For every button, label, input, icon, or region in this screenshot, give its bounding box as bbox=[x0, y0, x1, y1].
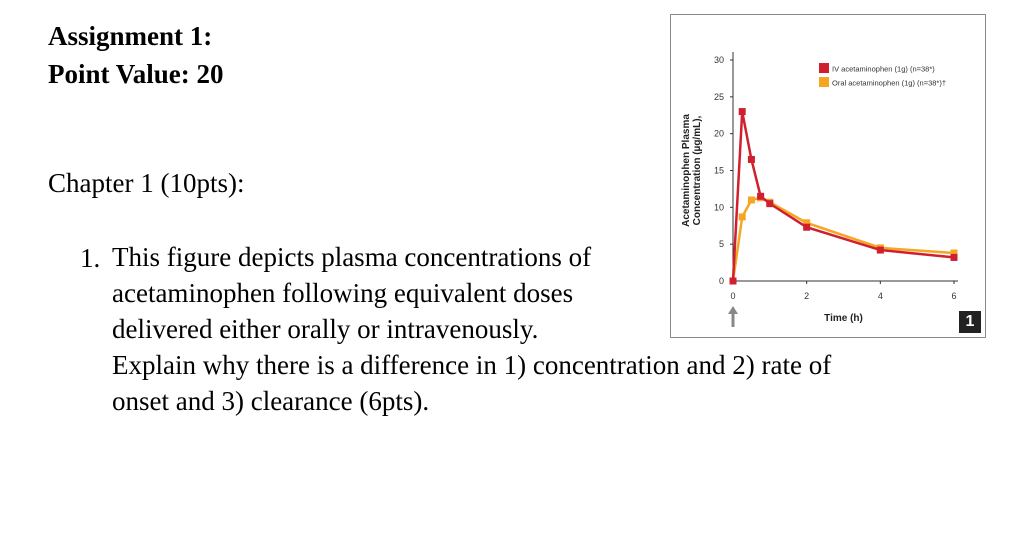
x-tick-label: 2 bbox=[804, 291, 809, 301]
pharmacokinetic-figure: 0 5 10 15 20 25 30 0 2 4 6 Time (h) Acetaminophen Pl… bbox=[670, 14, 986, 338]
data-point bbox=[747, 196, 755, 204]
y-tick-label: 25 bbox=[714, 92, 724, 102]
assignment-title: Assignment 1: bbox=[48, 21, 213, 51]
x-tick-label: 6 bbox=[951, 291, 956, 301]
data-point bbox=[950, 253, 958, 261]
data-point bbox=[738, 213, 746, 221]
y-tick-label: 30 bbox=[714, 55, 724, 65]
legend-swatch bbox=[819, 63, 829, 73]
y-tick-label: 10 bbox=[714, 202, 724, 212]
y-axis-label: Acetaminophen Plasma bbox=[681, 114, 692, 227]
figure-number-badge: 1 bbox=[959, 311, 981, 333]
series-line bbox=[731, 111, 955, 282]
data-point bbox=[757, 192, 765, 200]
question-line: This figure depicts plasma concentration… bbox=[112, 242, 592, 272]
up-arrow-icon bbox=[728, 306, 738, 314]
question-line: Explain why there is a difference in 1) … bbox=[112, 350, 832, 380]
concentration-chart: 0 5 10 15 20 25 30 0 2 4 6 Time (h) Acetaminophen Pl… bbox=[681, 52, 958, 327]
x-axis-label: Time (h) bbox=[824, 313, 863, 324]
question-line: onset and 3) clearance (6pts). bbox=[112, 386, 430, 416]
legend-swatch bbox=[819, 77, 829, 87]
data-point bbox=[803, 223, 811, 231]
y-tick-label: 20 bbox=[714, 129, 724, 139]
data-point bbox=[729, 277, 737, 285]
x-tick-label: 0 bbox=[730, 291, 735, 301]
data-point bbox=[747, 155, 755, 163]
y-tick-label: 5 bbox=[719, 239, 724, 249]
question-number: 1. bbox=[80, 243, 101, 273]
x-tick-label: 4 bbox=[878, 291, 883, 301]
question-line: delivered either orally or intravenously… bbox=[112, 314, 539, 344]
data-point bbox=[766, 200, 774, 208]
y-tick-label: 15 bbox=[714, 166, 724, 176]
data-point bbox=[738, 108, 746, 116]
point-value: Point Value: 20 bbox=[48, 59, 224, 89]
question-line: acetaminophen following equivalent doses bbox=[112, 278, 574, 308]
y-axis-label: Concentration (µg/mL), bbox=[692, 115, 703, 225]
legend-label: Oral acetaminophen (1g) (n=38*)† bbox=[832, 79, 946, 88]
data-point bbox=[803, 219, 811, 227]
chapter-heading: Chapter 1 (10pts): bbox=[48, 168, 245, 198]
y-tick-label: 0 bbox=[719, 276, 724, 286]
data-point bbox=[876, 246, 884, 254]
legend-label: IV acetaminophen (1g) (n=38*) bbox=[832, 65, 935, 74]
data-point bbox=[950, 249, 958, 257]
